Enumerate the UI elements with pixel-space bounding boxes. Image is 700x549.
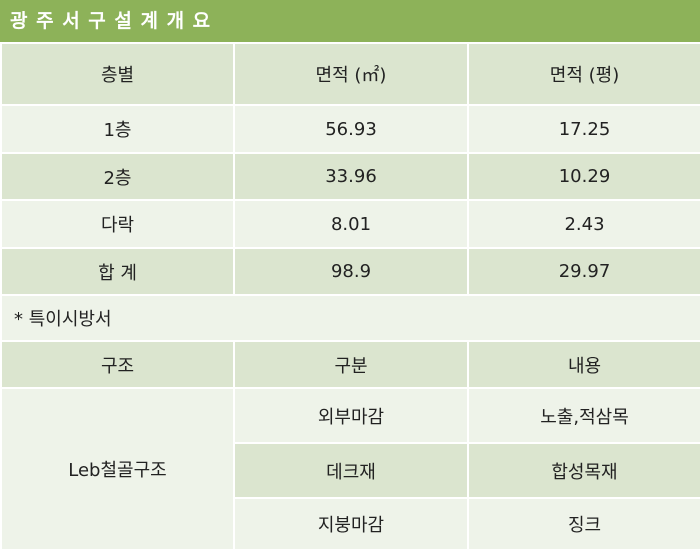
header-cell: 면적 (㎡) xyxy=(233,42,469,106)
cell: 합 계 xyxy=(0,247,235,296)
cell: 33.96 xyxy=(233,152,469,201)
header-row: 층별 면적 (㎡) 면적 (평) xyxy=(0,42,700,106)
cell: 노출,적삼목 xyxy=(467,387,700,444)
cell: 다락 xyxy=(0,199,235,249)
header-cell: 층별 xyxy=(0,42,235,106)
cell: 2층 xyxy=(0,152,235,201)
cell: 29.97 xyxy=(467,247,700,296)
cell: 98.9 xyxy=(233,247,469,296)
header-cell: 면적 (평) xyxy=(467,42,700,106)
cell: 외부마감 xyxy=(233,387,469,444)
structure-cell: Leb철골구조 xyxy=(0,387,235,549)
total-row: 합 계 98.9 29.97 xyxy=(0,247,700,296)
note-row: * 특이시방서 xyxy=(0,294,700,342)
row: 1층 56.93 17.25 xyxy=(0,104,700,154)
row: 지붕마감 징크 xyxy=(1,497,700,549)
cell: 1층 xyxy=(0,104,235,154)
cell: 합성목재 xyxy=(467,442,700,499)
row: 다락 8.01 2.43 xyxy=(0,199,700,249)
header-cell: 내용 xyxy=(467,340,700,389)
cell: 17.25 xyxy=(467,104,700,154)
header-cell: 구분 xyxy=(233,340,469,389)
cell: 56.93 xyxy=(233,104,469,154)
cell: 2.43 xyxy=(467,199,700,249)
cell: 10.29 xyxy=(467,152,700,201)
row: 2층 33.96 10.29 xyxy=(0,152,700,201)
header-row: 구조 구분 내용 xyxy=(0,340,700,389)
overview-table: 층별 면적 (㎡) 면적 (평) 1층 56.93 17.25 2층 33.96… xyxy=(0,42,700,549)
row: Leb철골구조 외부마감 노출,적삼목 xyxy=(0,387,700,549)
title-bar: 광 주 서 구 설 계 개 요 xyxy=(0,0,700,42)
note: * 특이시방서 xyxy=(0,294,700,342)
cell: 징크 xyxy=(467,497,700,549)
cell: 데크재 xyxy=(233,442,469,499)
header-cell: 구조 xyxy=(0,340,235,389)
cell: 8.01 xyxy=(233,199,469,249)
cell: 지붕마감 xyxy=(233,497,469,549)
